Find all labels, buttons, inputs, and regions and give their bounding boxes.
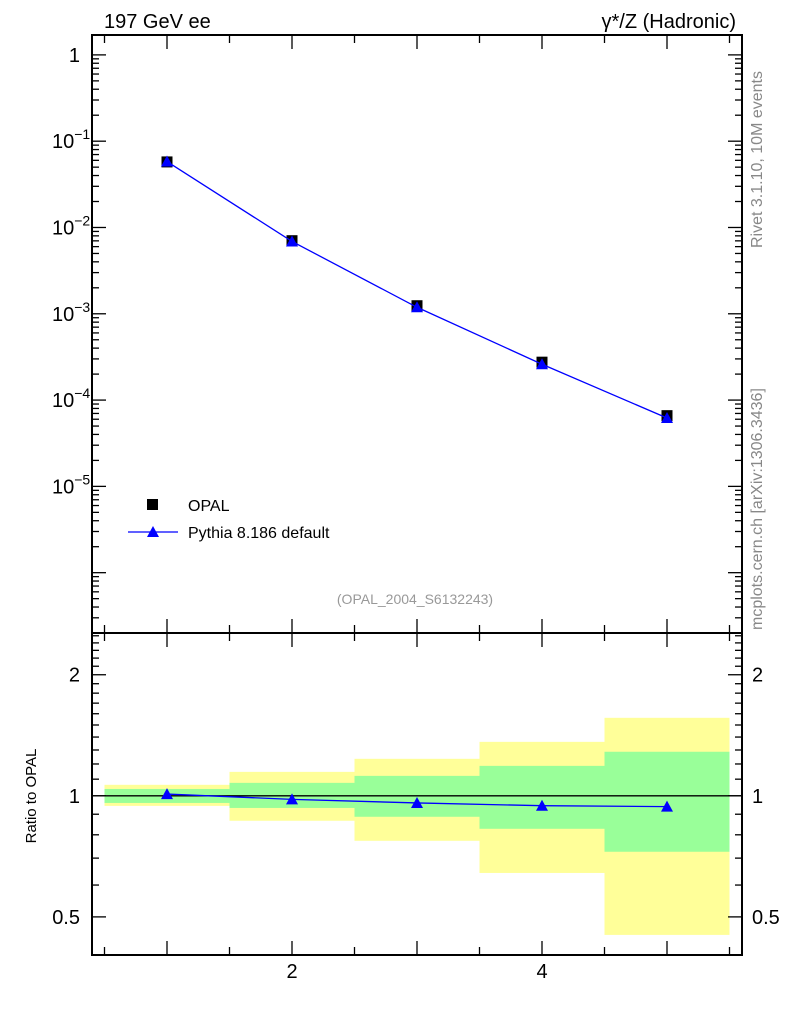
pythia-line (166, 160, 668, 419)
ratio-y-tick-label: 2 (69, 665, 80, 687)
ratio-y-tick-label-right: 1 (752, 786, 763, 808)
pythia-ratio-point (286, 793, 298, 805)
ratio-y-tick-label: 0.5 (52, 907, 80, 929)
legend: OPAL Pythia 8.186 default (128, 498, 330, 542)
y-tick-label: 10−2 (52, 212, 90, 239)
ratio-bands (104, 717, 730, 935)
ratio-y-tick-label-right: 0.5 (752, 907, 780, 929)
ratio-y-tick-label-right: 2 (752, 665, 763, 687)
pythia-data-point (411, 301, 423, 313)
pythia-ratio-point (661, 800, 673, 812)
legend-opal-marker (147, 499, 158, 510)
mcplots-label: mcplots.cern.ch [arXiv:1306.3436] (749, 388, 766, 630)
ratio-y-tick-label: 1 (69, 786, 80, 808)
main-frame (91, 34, 743, 634)
y-tick-label: 10−3 (52, 299, 90, 326)
pythia-ratio-point (536, 799, 548, 811)
legend-pythia-marker (147, 526, 159, 537)
legend-pythia-label: Pythia 8.186 default (188, 525, 330, 542)
green-band-bin (479, 765, 605, 829)
title-left: 197 GeV ee (104, 11, 211, 33)
x-tick-label: 2 (286, 961, 297, 983)
legend-opal-label: OPAL (188, 498, 230, 515)
pythia-ratio-point (161, 788, 173, 800)
y-tick-label: 10−4 (52, 385, 90, 412)
y-tick-label: 10−5 (52, 471, 90, 498)
y-tick-label: 10−1 (52, 126, 90, 153)
x-tick-label: 4 (536, 961, 547, 983)
ratio-ylabel: Ratio to OPAL (23, 749, 40, 844)
rivet-label: Rivet 3.1.10, 10M events (749, 71, 766, 248)
title-right: γ*/Z (Hadronic) (602, 11, 736, 33)
pythia-data-point (286, 235, 298, 247)
pythia-data-point (536, 358, 548, 370)
pythia-ratio-point (411, 796, 423, 808)
pythia-data-point (661, 411, 673, 423)
analysis-annotation: (OPAL_2004_S6132243) (337, 591, 493, 607)
y-tick-label: 1 (69, 45, 80, 67)
pythia-data-point (161, 155, 173, 167)
